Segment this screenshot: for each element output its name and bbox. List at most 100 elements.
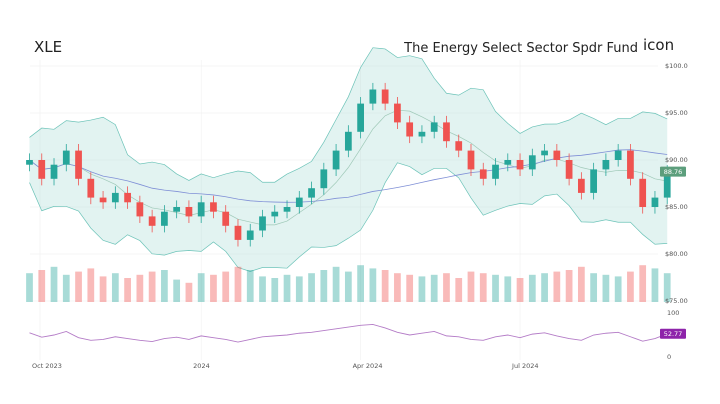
volume-bar <box>295 276 303 302</box>
candle-body <box>259 216 266 231</box>
candle-body <box>161 211 168 226</box>
candle-body <box>357 103 364 132</box>
candle-body <box>455 141 463 151</box>
volume-bar <box>136 274 144 302</box>
volume-bar <box>467 271 475 302</box>
candle-body <box>663 171 671 198</box>
candle-body <box>62 150 70 165</box>
symbol-title: XLE <box>34 38 62 56</box>
candle-body <box>246 230 254 240</box>
candle-body <box>332 150 340 170</box>
volume-bar <box>87 268 95 302</box>
candle-body <box>639 178 647 207</box>
candle-body <box>602 160 610 170</box>
rsi-tick-label: 0 <box>667 353 671 361</box>
volume-bar <box>406 274 414 302</box>
price-badge: 88.76 <box>660 166 686 177</box>
candle-body <box>443 122 450 142</box>
candle-body <box>197 202 205 217</box>
short-moving-average <box>29 109 668 226</box>
last-price: 88.76 <box>664 168 683 176</box>
candle-body <box>185 207 193 217</box>
volume-bar <box>26 273 33 302</box>
candle-body <box>148 216 156 226</box>
volume-bar <box>614 276 622 302</box>
candle-body <box>627 150 634 179</box>
candle-body <box>492 164 499 179</box>
volume-bar <box>210 274 217 302</box>
candle-body <box>124 192 131 203</box>
volume-bar <box>492 274 499 302</box>
volume-bar <box>62 274 70 302</box>
rsi-badge: 52.77 <box>660 328 686 339</box>
last-rsi: 52.77 <box>664 330 683 338</box>
volume-bar <box>75 271 82 302</box>
candle-body <box>210 202 217 212</box>
lower-band <box>29 162 668 272</box>
time-tick-label: Jul 2024 <box>511 362 538 370</box>
volume-bar <box>577 266 585 302</box>
volume-bar <box>246 270 254 302</box>
volume-bars <box>26 265 671 302</box>
volume-bar <box>111 273 119 302</box>
price-tick-label: $85.00 <box>665 203 688 211</box>
volume-bar <box>565 270 573 302</box>
candle-body <box>173 207 181 212</box>
candle-body <box>565 160 573 179</box>
volume-bar <box>369 268 377 302</box>
candle-body <box>271 211 279 217</box>
candle-body <box>381 89 389 104</box>
price-tick-label: $75.00 <box>665 297 688 305</box>
price-tick-label: $95.00 <box>665 109 688 117</box>
volume-bar <box>148 271 156 302</box>
volume-bar <box>308 273 315 302</box>
candle-body <box>308 188 315 198</box>
volume-bar <box>541 273 548 302</box>
candle-body <box>406 122 414 137</box>
volume-bar <box>602 274 610 302</box>
volume-bar <box>271 278 279 302</box>
volume-bar <box>590 273 598 302</box>
volume-bar <box>455 278 463 302</box>
candle-body <box>234 225 242 240</box>
volume-bar <box>357 265 364 302</box>
candle-body <box>467 150 475 170</box>
volume-bar <box>639 265 647 302</box>
volume-bar <box>443 273 450 302</box>
candle-body <box>75 150 82 179</box>
candle-body <box>430 122 438 132</box>
candle-body <box>87 178 95 198</box>
volume-bar <box>99 276 107 302</box>
volume-bar <box>479 273 487 302</box>
candle-body <box>50 164 58 179</box>
price-tick-label: $80.00 <box>665 250 688 258</box>
candle-body <box>369 89 377 104</box>
volume-bar <box>430 274 438 302</box>
candle-body <box>99 197 107 203</box>
rsi-panel <box>29 323 668 343</box>
volume-bar <box>504 276 512 302</box>
volume-bar <box>332 266 340 302</box>
candle-body <box>320 169 328 189</box>
volume-bar <box>394 273 401 302</box>
volume-bar <box>528 274 536 302</box>
candle-body <box>504 160 512 165</box>
candle-body <box>614 150 622 160</box>
candle-body <box>222 211 230 226</box>
candle-body <box>479 169 487 179</box>
candle-body <box>26 160 33 165</box>
volume-bar <box>418 276 426 302</box>
axes: $100.0 $95.00 $90.00 $85.00 $80.00 $75.00 100 0… <box>32 62 688 370</box>
candle-body <box>516 160 524 170</box>
candles <box>26 82 671 247</box>
candle-body <box>541 150 548 156</box>
rsi-line <box>29 323 668 343</box>
logo-broken-image-icon: icon <box>643 36 674 54</box>
volume-bar <box>259 276 266 302</box>
candle-body <box>295 197 303 207</box>
volume-bar <box>381 270 389 302</box>
rsi-tick-label: 100 <box>667 309 679 317</box>
volume-bar <box>663 273 671 302</box>
candle-body <box>344 131 352 151</box>
